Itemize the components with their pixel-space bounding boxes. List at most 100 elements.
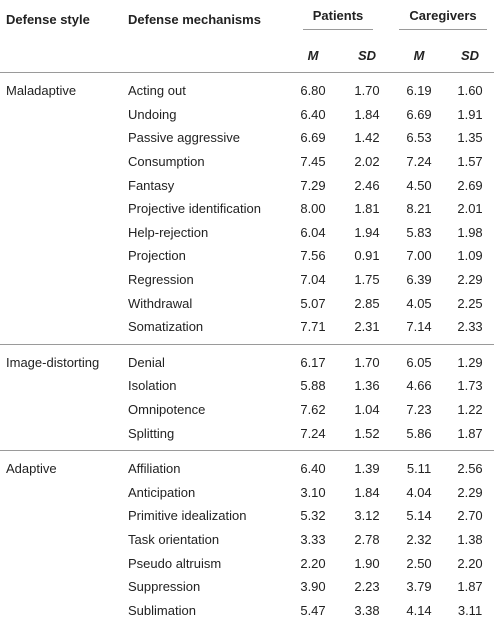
caregivers-m-cell: 4.04 xyxy=(406,484,432,500)
patients-sd-cell: 2.02 xyxy=(354,154,380,170)
table-row: Image-distorting Denial 6.17 1.70 6.05 1.29 xyxy=(0,344,494,374)
caregivers-m-cell: 5.83 xyxy=(406,224,432,240)
defense-mechanism-cell: Omnipotence xyxy=(128,402,206,418)
table-row: Passive aggressive 6.69 1.42 6.53 1.35 xyxy=(0,126,494,150)
table-row: Anticipation 3.10 1.84 4.04 2.29 xyxy=(0,481,494,505)
table-row: Projection 7.56 0.91 7.00 1.09 xyxy=(0,244,494,268)
patients-sd-cell: 1.36 xyxy=(354,378,380,394)
patients-m-cell: 7.29 xyxy=(300,177,326,193)
defense-mechanism-cell: Projection xyxy=(128,248,186,264)
patients-m-cell: 6.80 xyxy=(300,83,326,99)
patients-sd-cell: 1.81 xyxy=(354,201,380,217)
patients-m-cell: 5.47 xyxy=(300,602,326,618)
patients-m-cell: 7.04 xyxy=(300,272,326,288)
caregivers-m-cell: 3.79 xyxy=(406,579,432,595)
defense-mechanism-cell: Sublimation xyxy=(128,602,196,618)
caregivers-m-cell: 4.50 xyxy=(406,177,432,193)
caregivers-m-cell: 5.11 xyxy=(406,461,432,477)
table-row: Somatization 7.71 2.31 7.14 2.33 xyxy=(0,315,494,344)
table-row: Help-rejection 6.04 1.94 5.83 1.98 xyxy=(0,221,494,245)
table-row: Projective identification 8.00 1.81 8.21 2.0… xyxy=(0,197,494,221)
caregivers-m-cell: 6.39 xyxy=(406,272,432,288)
table-row: Isolation 5.88 1.36 4.66 1.73 xyxy=(0,374,494,398)
patients-sd-cell: 1.75 xyxy=(354,272,380,288)
patients-sd-cell: 0.91 xyxy=(354,248,380,264)
defense-style-cell xyxy=(0,551,124,575)
patients-sd-cell: 1.70 xyxy=(354,83,380,99)
defense-style-cell xyxy=(0,150,124,174)
caregivers-m-cell: 7.24 xyxy=(406,154,432,170)
caregivers-m-cell: 4.05 xyxy=(406,295,432,311)
subheader-patients-m: M xyxy=(284,38,342,73)
header-patients: Patients xyxy=(284,0,392,38)
defense-mechanism-cell: Consumption xyxy=(128,154,205,170)
defense-style-cell xyxy=(0,575,124,599)
caregivers-m-cell: 2.32 xyxy=(406,531,432,547)
patients-sd-cell: 2.85 xyxy=(354,295,380,311)
patients-m-cell: 6.40 xyxy=(300,461,326,477)
caregivers-sd-cell: 1.98 xyxy=(457,224,483,240)
defense-mechanism-cell: Acting out xyxy=(128,83,186,99)
patients-sd-cell: 1.94 xyxy=(354,224,380,240)
defense-style-cell xyxy=(0,221,124,245)
defense-mechanism-cell: Projective identification xyxy=(128,201,261,217)
caregivers-m-cell: 6.05 xyxy=(406,354,432,370)
defense-mechanism-cell: Splitting xyxy=(128,425,175,441)
caregivers-m-cell: 5.14 xyxy=(406,508,432,524)
defense-mechanism-cell: Withdrawal xyxy=(128,295,193,311)
caregivers-sd-cell: 1.35 xyxy=(457,130,483,146)
patients-m-cell: 6.69 xyxy=(300,130,326,146)
defense-mechanism-cell: Passive aggressive xyxy=(128,130,240,146)
patients-m-cell: 7.62 xyxy=(300,402,326,418)
caregivers-sd-cell: 2.69 xyxy=(457,177,483,193)
table-row: Consumption 7.45 2.02 7.24 1.57 xyxy=(0,150,494,174)
patients-sd-cell: 1.39 xyxy=(354,461,380,477)
caregivers-sd-cell: 2.29 xyxy=(457,484,483,500)
patients-sd-cell: 1.70 xyxy=(354,354,380,370)
caregivers-sd-cell: 1.87 xyxy=(457,579,483,595)
caregivers-sd-cell: 1.29 xyxy=(457,354,483,370)
defense-mechanism-cell: Suppression xyxy=(128,579,201,595)
table-row: Primitive idealization 5.32 3.12 5.14 2.70 xyxy=(0,504,494,528)
patients-sd-cell: 1.52 xyxy=(354,425,380,441)
defense-style-cell xyxy=(0,528,124,552)
defense-mechanism-cell: Affiliation xyxy=(128,461,181,477)
caregivers-m-cell: 5.86 xyxy=(406,425,432,441)
patients-m-cell: 7.56 xyxy=(300,248,326,264)
subheader-spacer xyxy=(124,38,284,73)
patients-sd-cell: 1.42 xyxy=(354,130,380,146)
defense-style-cell xyxy=(0,197,124,221)
caregivers-m-cell: 2.50 xyxy=(406,555,432,571)
caregivers-m-cell: 4.14 xyxy=(406,602,432,618)
subheader-caregivers-sd: SD xyxy=(446,38,494,73)
table-row: Adaptive Affiliation 6.40 1.39 5.11 2.56 xyxy=(0,450,494,480)
table-header: Defense style Defense mechanisms Patient… xyxy=(0,0,494,73)
caregivers-m-cell: 4.66 xyxy=(406,378,432,394)
caregivers-m-cell: 6.69 xyxy=(406,106,432,122)
defense-style-cell xyxy=(0,173,124,197)
defense-style-group: Maladaptive Acting out 6.80 1.70 6.19 1.60 Und… xyxy=(0,73,494,345)
defense-style-cell xyxy=(0,398,124,422)
caregivers-sd-cell: 1.73 xyxy=(457,378,483,394)
caregivers-sd-cell: 1.60 xyxy=(457,83,483,99)
header-defense-mechanisms: Defense mechanisms xyxy=(128,11,261,27)
table-row: Sublimation 5.47 3.38 4.14 3.11 xyxy=(0,598,494,627)
caregivers-m-cell: 6.53 xyxy=(406,130,432,146)
patients-m-cell: 3.90 xyxy=(300,579,326,595)
defense-mechanism-cell: Regression xyxy=(128,272,194,288)
patients-sd-cell: 3.12 xyxy=(354,508,380,524)
table-row: Pseudo altruism 2.20 1.90 2.50 2.20 xyxy=(0,551,494,575)
patients-sd-cell: 3.38 xyxy=(354,602,380,618)
patients-m-cell: 7.45 xyxy=(300,154,326,170)
caregivers-m-cell: 8.21 xyxy=(406,201,432,217)
caregivers-m-cell: 7.00 xyxy=(406,248,432,264)
caregivers-sd-cell: 2.70 xyxy=(457,508,483,524)
table-row: Task orientation 3.33 2.78 2.32 1.38 xyxy=(0,528,494,552)
defense-style-cell xyxy=(0,103,124,127)
defense-style-cell xyxy=(0,421,124,450)
table-row: Splitting 7.24 1.52 5.86 1.87 xyxy=(0,421,494,450)
defense-mechanism-cell: Task orientation xyxy=(128,531,220,547)
caregivers-sd-cell: 2.20 xyxy=(457,555,483,571)
header-defense-style: Defense style xyxy=(6,11,90,27)
patients-m-cell: 6.04 xyxy=(300,224,326,240)
